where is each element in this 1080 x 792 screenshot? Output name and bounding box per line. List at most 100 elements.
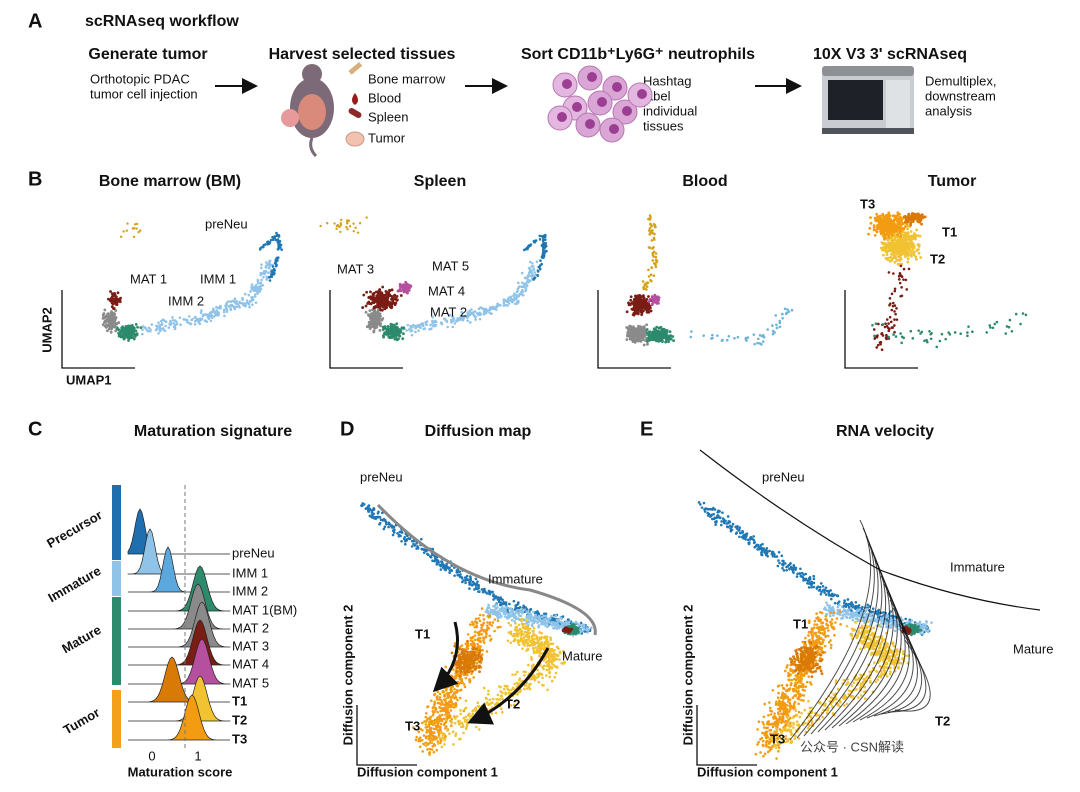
cell-point [420,322,423,325]
cell-point [243,302,246,305]
cell-point [771,324,774,327]
cell-point [504,605,508,609]
cell-point [906,227,910,231]
cell-point [892,227,896,231]
cell-point [884,336,888,340]
cell-point [155,324,159,328]
cell-point [406,285,409,289]
cell-point [508,615,512,618]
cell-point [481,648,484,652]
cell-point [525,615,529,619]
cell-point [893,324,896,327]
cell-point [135,222,139,226]
cell-point [481,623,485,627]
cell-point [346,219,349,222]
cell-point [429,699,433,703]
cell-point [875,335,879,339]
cell-point [438,714,442,717]
cell-point [121,330,125,334]
cell-point [114,295,118,299]
cell-point [373,515,377,519]
cell-point [398,530,402,534]
cell-point [431,706,435,710]
cell-point [196,319,200,322]
cell-point [496,614,500,618]
cell-point [523,619,527,622]
cell-point [417,737,421,741]
cell-point [668,330,672,334]
cell-point [208,314,212,318]
cell-point [367,320,371,324]
cell-point [919,217,922,220]
cell-point [651,253,655,257]
cell-point [966,331,969,334]
cell-point [521,610,524,614]
cell-point [421,750,425,753]
cell-point [667,336,671,340]
cell-point [546,688,549,692]
cell-point [440,321,443,324]
cell-point [274,238,278,242]
cell-point [725,338,729,342]
cell-point [890,292,894,296]
cell-point [905,232,909,236]
cell-point [438,705,441,709]
cell-point [542,236,545,239]
cell-point [453,703,457,707]
cell-point [123,336,127,339]
cell-point [117,328,121,332]
point-cloud [647,293,661,307]
cell-point [648,246,652,250]
cell-point [488,698,492,701]
cell-point [401,287,405,291]
cell-point [435,748,439,752]
cell-point [133,335,137,338]
cell-point [109,322,112,326]
cell-point [895,318,899,321]
cell-point [913,250,916,254]
cell-point [235,305,238,309]
cell-point [465,574,469,578]
cell-point [538,267,542,271]
cell-point [553,675,557,679]
cell-point [470,636,474,640]
cell-point [391,533,395,537]
cell-point [450,321,453,324]
cell-point [909,329,913,333]
cell-point [468,679,472,683]
cell-point [122,326,126,330]
cell-point [217,313,220,317]
cell-point [895,229,899,233]
cell-point [136,325,139,329]
cell-point [518,292,522,296]
cell-point [521,608,524,611]
cell-point [262,275,265,279]
cell-point [475,725,478,729]
cell-point [516,289,519,293]
cell-point [533,239,536,243]
cell-point [891,326,894,329]
cell-point [893,289,897,293]
cell-point [421,324,425,328]
cell-point [914,235,918,239]
cell-point [910,237,913,241]
cell-point [337,225,341,228]
cell-point [513,616,516,620]
cell-point [474,577,478,581]
cell-point [127,335,131,339]
cell-point [993,322,997,326]
cell-point [114,309,118,312]
cell-point [484,307,487,311]
cell-point [263,272,266,276]
point-cloud [641,214,659,291]
cell-point [646,303,650,306]
cell-point [541,239,545,243]
cell-point [212,315,216,318]
cell-point [373,297,377,300]
cell-point [910,254,913,258]
cell-point [518,285,521,288]
cell-point [884,228,887,231]
cell-point [648,330,651,334]
cell-point [652,274,656,277]
cell-point [356,231,360,234]
